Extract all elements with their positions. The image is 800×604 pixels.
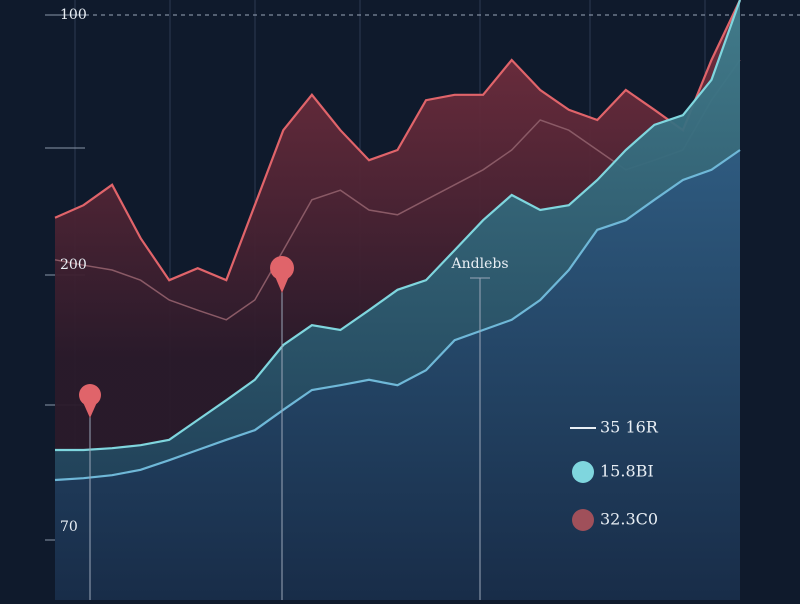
area-edge bbox=[54, 0, 741, 282]
legend-swatch bbox=[572, 509, 594, 531]
pins bbox=[79, 256, 490, 600]
legend-label: 32.3C0 bbox=[600, 510, 658, 529]
area-edge bbox=[55, 0, 742, 452]
plot bbox=[54, 0, 742, 600]
legend-label: 35 16R bbox=[600, 418, 659, 437]
legend: 35 16R 15.8BI 32.3C0 bbox=[570, 418, 659, 531]
y-label: 100 bbox=[60, 7, 87, 23]
area bbox=[55, 150, 740, 600]
legend-swatch bbox=[572, 461, 594, 483]
y-label: 70 bbox=[60, 519, 78, 535]
legend-label: 15.8BI bbox=[600, 462, 654, 481]
y-label: 200 bbox=[60, 257, 87, 273]
area-edge bbox=[54, 149, 741, 482]
annotation: Andlebs bbox=[451, 256, 509, 272]
